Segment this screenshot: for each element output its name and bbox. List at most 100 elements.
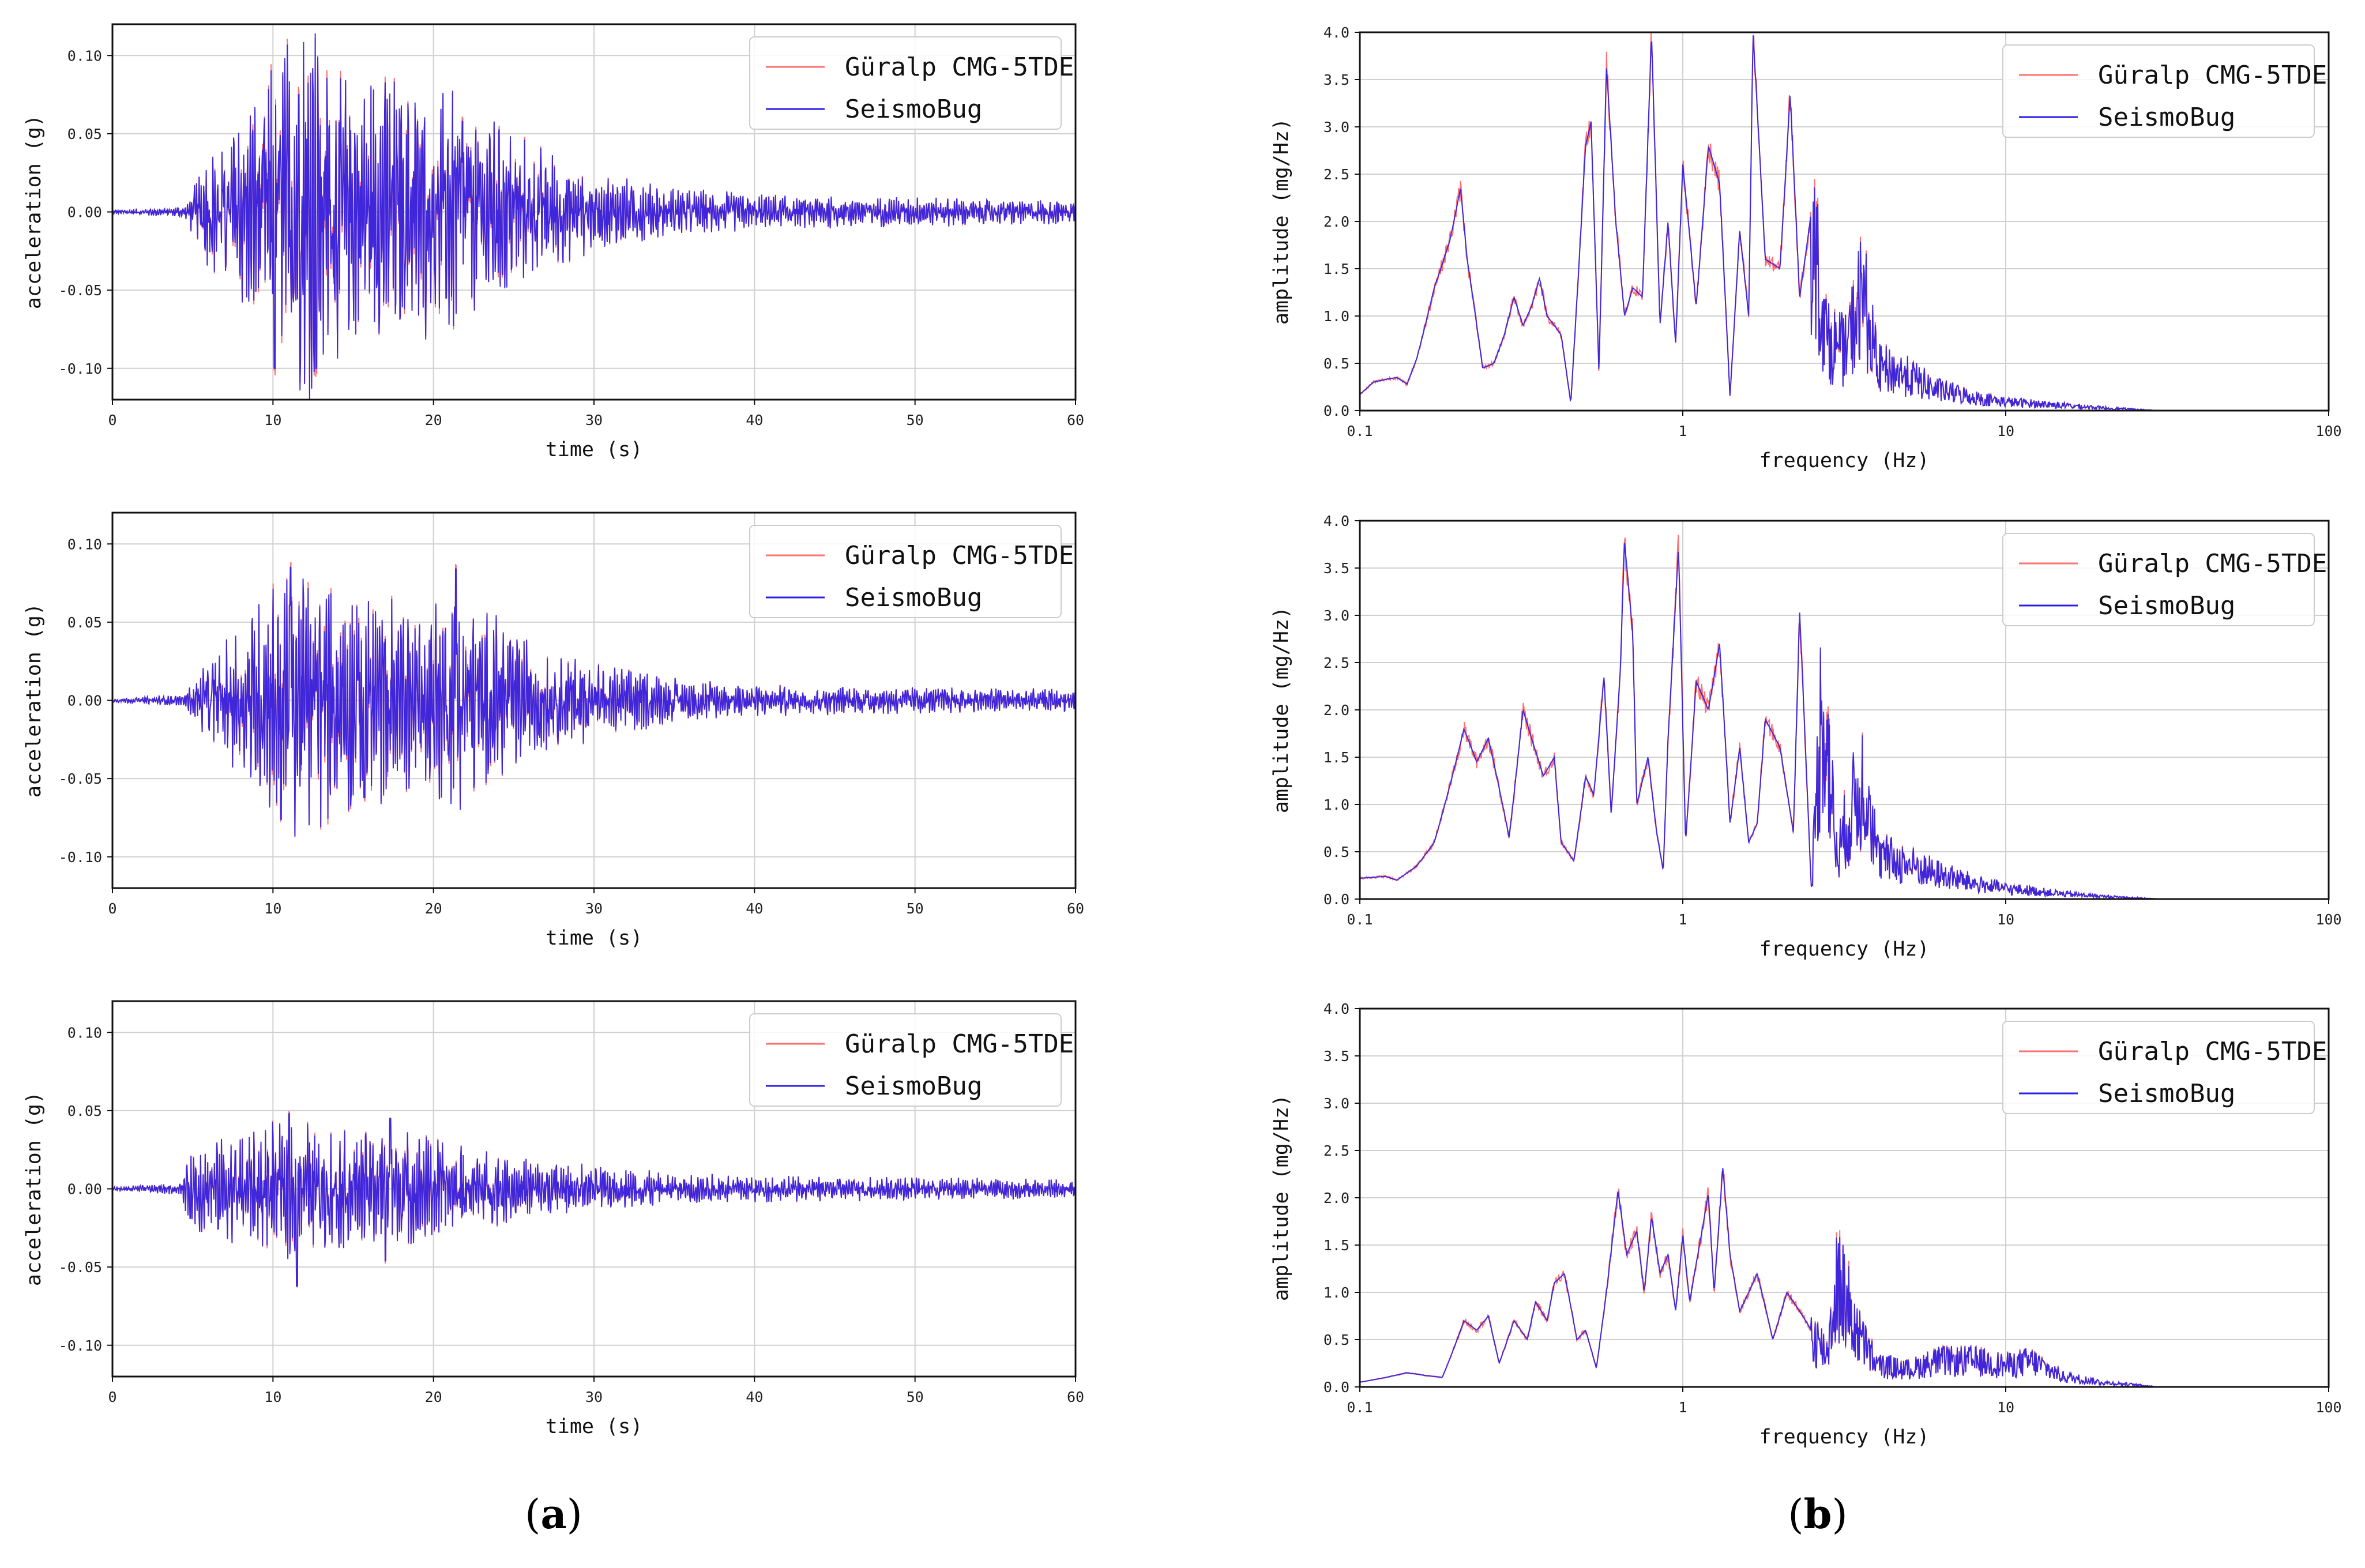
x-tick-label: 10	[1997, 911, 2014, 928]
legend: Güralp CMG-5TDE SeismoBug	[749, 36, 1074, 130]
x-tick-label: 0.1	[1347, 911, 1373, 928]
y-tick-label: 3.0	[1324, 1095, 1349, 1112]
legend-label: SeismoBug	[845, 1071, 982, 1101]
y-tick-label: -0.05	[59, 770, 102, 787]
y-tick-label: 0.00	[67, 693, 102, 709]
x-tick-label: 1	[1678, 911, 1687, 928]
legend-label: SeismoBug	[845, 95, 982, 124]
svg-text:(a): (a)	[525, 1490, 582, 1538]
y-tick-label: -0.10	[59, 360, 102, 377]
x-tick-label: 60	[1067, 900, 1084, 917]
y-tick-label: 0.05	[67, 1103, 102, 1119]
legend-label: Güralp CMG-5TDE	[2098, 1037, 2327, 1066]
legend: Güralp CMG-5TDE SeismoBug	[2002, 44, 2327, 138]
chart-a3: 0 10 20 30 40 50 60 -0.10 -0.05 0.00 0.05 0.10 time …	[22, 1000, 1084, 1438]
x-tick-label: 60	[1067, 1389, 1084, 1405]
legend-box	[2002, 1021, 2315, 1114]
x-axis-label: frequency (Hz)	[1759, 449, 1929, 472]
legend-label: SeismoBug	[2098, 1079, 2235, 1108]
x-tick-label: 10	[264, 900, 281, 917]
x-tick-label: 100	[2315, 423, 2341, 439]
x-axis-label: frequency (Hz)	[1759, 1426, 1929, 1449]
y-tick-label: 4.0	[1324, 513, 1349, 529]
x-axis-label: time (s)	[546, 1415, 643, 1438]
y-tick-label: -0.10	[59, 849, 102, 866]
y-axis-label: amplitude (mg/Hz)	[1270, 1095, 1293, 1301]
caption-b: (b)	[1788, 1490, 1848, 1538]
y-tick-label: 3.5	[1324, 1048, 1349, 1065]
y-tick-label: 0.10	[67, 47, 102, 64]
y-tick-label: 2.0	[1324, 702, 1349, 719]
y-tick-label: 0.05	[67, 614, 102, 631]
y-tick-label: 1.5	[1324, 749, 1349, 766]
x-tick-label: 50	[907, 412, 924, 428]
x-tick-label: 30	[585, 1389, 603, 1405]
y-tick-label: 0.5	[1324, 355, 1349, 372]
y-axis-label: acceleration (g)	[22, 603, 46, 798]
chart-a2: 0 10 20 30 40 50 60 -0.10 -0.05 0.00 0.05 0.10 time …	[22, 512, 1084, 950]
legend-label: SeismoBug	[2098, 103, 2235, 132]
y-tick-label: 0.0	[1324, 1379, 1349, 1396]
svg-text:(b): (b)	[1788, 1490, 1848, 1538]
y-tick-label: 0.05	[67, 126, 102, 142]
series-line-seismobug	[112, 33, 1076, 400]
series-line-seismobug	[1360, 35, 2329, 411]
legend-label: Güralp CMG-5TDE	[2098, 549, 2327, 578]
y-tick-label: 0.10	[67, 536, 102, 552]
grid	[1360, 1009, 2329, 1387]
y-tick-label: 2.5	[1324, 166, 1349, 183]
series-line-seismobug	[112, 566, 1076, 837]
x-tick-label: 10	[1997, 423, 2014, 439]
y-tick-label: 0.5	[1324, 1332, 1349, 1348]
y-tick-label: 4.0	[1324, 1001, 1349, 1017]
y-tick-label: 3.0	[1324, 607, 1349, 624]
series-line-seismobug	[1360, 543, 2329, 899]
x-tick-label: 10	[264, 412, 281, 428]
caption-a-letter: a	[540, 1490, 566, 1538]
x-tick-label: 10	[1997, 1399, 2014, 1416]
legend: Güralp CMG-5TDE SeismoBug	[749, 525, 1074, 618]
y-tick-label: -0.10	[59, 1337, 102, 1354]
x-tick-label: 20	[425, 900, 442, 917]
legend-box	[749, 1013, 1062, 1107]
y-tick-label: 1.0	[1324, 308, 1349, 325]
y-axis-label: amplitude (mg/Hz)	[1270, 607, 1293, 813]
series-line-seismobug	[1360, 1168, 2329, 1387]
y-tick-label: 1.0	[1324, 796, 1349, 813]
y-tick-label: 1.5	[1324, 261, 1349, 277]
legend-label: Güralp CMG-5TDE	[845, 1029, 1074, 1059]
x-tick-label: 50	[907, 900, 924, 917]
legend-box	[2002, 44, 2315, 138]
x-tick-label: 20	[425, 1389, 442, 1405]
y-axis-label: acceleration (g)	[22, 115, 46, 309]
x-tick-label: 100	[2315, 911, 2341, 928]
legend-box	[2002, 533, 2315, 626]
x-tick-label: 100	[2315, 1399, 2341, 1416]
y-tick-label: 1.0	[1324, 1284, 1349, 1301]
chart-b3: 0.1 1 10 100 0.0 0.5 1.0 1.5 2.0 2.5 3.0 3.5 4.0 freq…	[1270, 1001, 2342, 1449]
legend: Güralp CMG-5TDE SeismoBug	[2002, 533, 2327, 626]
y-tick-label: 2.0	[1324, 213, 1349, 230]
chart-b1: 0.1 1 10 100 0.0 0.5 1.0 1.5 2.0 2.5 3.0 3.5 4.0 freq…	[1270, 24, 2342, 472]
x-tick-label: 20	[425, 412, 442, 428]
x-tick-label: 0	[108, 1389, 116, 1405]
chart-a1: 0 10 20 30 40 50 60 -0.10 -0.05 0.00 0.05 0.10 time …	[22, 23, 1084, 461]
y-tick-label: 0.0	[1324, 891, 1349, 908]
legend-label: Güralp CMG-5TDE	[845, 541, 1074, 570]
y-tick-label: 0.0	[1324, 403, 1349, 419]
caption-b-letter: b	[1804, 1490, 1832, 1538]
y-tick-label: 0.10	[67, 1024, 102, 1041]
x-axis-label: time (s)	[546, 927, 643, 950]
x-tick-label: 10	[264, 1389, 281, 1405]
legend-label: SeismoBug	[845, 583, 982, 612]
x-tick-label: 1	[1678, 423, 1687, 439]
y-tick-label: 0.00	[67, 204, 102, 221]
x-tick-label: 0.1	[1347, 423, 1373, 439]
legend-label: Güralp CMG-5TDE	[2098, 61, 2327, 90]
x-tick-label: 1	[1678, 1399, 1687, 1416]
x-tick-label: 30	[585, 900, 603, 917]
y-tick-label: 2.5	[1324, 655, 1349, 671]
x-tick-label: 0	[108, 900, 116, 917]
x-axis-label: frequency (Hz)	[1759, 938, 1929, 961]
